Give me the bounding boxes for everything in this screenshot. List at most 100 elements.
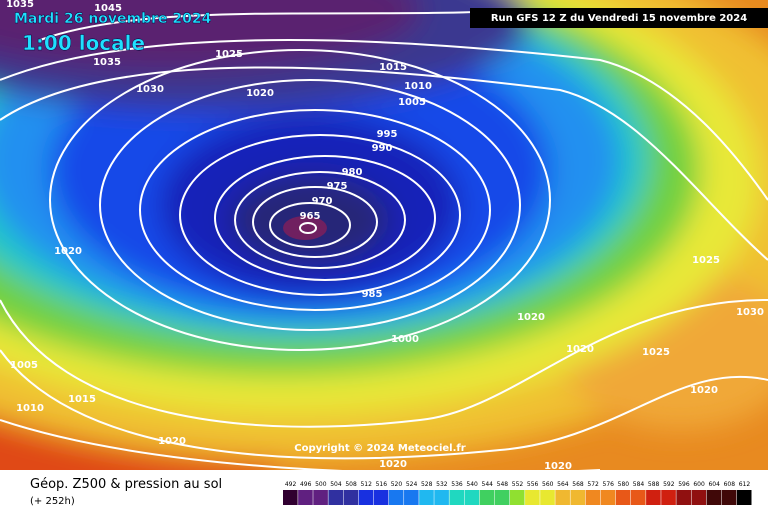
scale-label: 504: [330, 481, 342, 488]
date: Mardi 26 novembre 2024: [14, 11, 212, 27]
scale-label: 520: [391, 481, 403, 488]
isobar-label: 990: [372, 143, 393, 154]
isobar-label: 1020: [690, 385, 718, 396]
isobar-label: 1010: [404, 81, 432, 92]
copyright: Copyright © 2024 Meteociel.fr: [294, 443, 465, 454]
isobar-label: 1045: [94, 3, 122, 14]
scale-cell: [358, 490, 374, 505]
isobar-label: 1005: [10, 360, 38, 371]
scale-label: 548: [497, 481, 509, 488]
scale-cell: [434, 490, 449, 505]
isobar-label: 1020: [158, 436, 186, 447]
scale-label: 564: [557, 481, 569, 488]
scale-cell: [736, 490, 752, 505]
scale-label: 568: [572, 481, 584, 488]
scale-label: 508: [345, 481, 357, 488]
scale-label: 532: [436, 481, 448, 488]
scale-cell: [464, 490, 480, 505]
isobar-label: 980: [342, 167, 363, 178]
run-info: Run GFS 12 Z du Vendredi 15 novembre 202…: [491, 13, 747, 24]
scale-cell: [494, 490, 510, 505]
scale-cell: [388, 490, 404, 505]
scale-cell: [298, 490, 313, 505]
scale-cell: [600, 490, 616, 505]
scale-cell: [555, 490, 570, 505]
scale-cell: [509, 490, 525, 505]
scale-label: 612: [739, 481, 751, 488]
scale-cell: [283, 490, 298, 505]
scale-label: 540: [466, 481, 478, 488]
scale-label: 592: [663, 481, 675, 488]
scale-label: 560: [542, 481, 554, 488]
scale-label: 580: [618, 481, 630, 488]
scale-label: 600: [693, 481, 705, 488]
isobar-label: 1030: [736, 307, 764, 318]
isobar-label: 1025: [215, 49, 243, 60]
scale-label: 524: [406, 481, 418, 488]
scale-cell: [419, 490, 434, 505]
run-box: [470, 8, 768, 28]
scale-cell: [691, 490, 707, 505]
isobar-label: 1025: [642, 347, 670, 358]
scale-cell: [313, 490, 328, 505]
scale-cell: [615, 490, 631, 505]
isobar-label: 1030: [136, 84, 164, 95]
isobar-label: 1035: [93, 57, 121, 68]
isobar-label: 1025: [692, 255, 720, 266]
scale-cell: [540, 490, 555, 505]
isobar-label: 1015: [68, 394, 96, 405]
scale-cell: [661, 490, 676, 505]
isobar-label: 1020: [246, 88, 274, 99]
isobar-label: 1020: [544, 461, 572, 472]
isobar-labels: 1045 1035 1035 1025 1030 1020 1015 1010 1005 995 9…: [6, 0, 764, 472]
scale-cell: [706, 490, 722, 505]
isobar-label: 985: [362, 289, 383, 300]
local-time: 1:00 locale: [22, 31, 145, 55]
scale-cell: [449, 490, 465, 505]
isobar-label: 965: [300, 211, 321, 222]
scale-cell: [343, 490, 359, 505]
scale-cell: [630, 490, 646, 505]
isobar-label: 1015: [379, 62, 407, 73]
isobar-label: 970: [312, 196, 333, 207]
scale-label: 584: [633, 481, 645, 488]
scale-cell: [676, 490, 691, 505]
scale-cell: [479, 490, 495, 505]
scale-label: 516: [376, 481, 388, 488]
scale-cell: [328, 490, 344, 505]
scale-cell: [585, 490, 601, 505]
color-scale: 492 496 500 504 508 512 516 520 524 528 532 536 540 5…: [283, 481, 752, 505]
isobars: [0, 9, 768, 470]
isobar-label: 1000: [391, 334, 419, 345]
scale-label: 608: [724, 481, 736, 488]
scale-label: 576: [603, 481, 615, 488]
scale-label: 544: [482, 481, 494, 488]
isobar-label: 1035: [6, 0, 34, 10]
scale-cell: [646, 490, 661, 505]
scale-label: 500: [315, 481, 327, 488]
isobar-label: 1005: [398, 97, 426, 108]
isobar-label: 1020: [54, 246, 82, 257]
scale-label: 512: [360, 481, 372, 488]
isobar-label: 995: [377, 129, 398, 140]
isobar-label: 1020: [379, 459, 407, 470]
isobar-label: 975: [327, 181, 348, 192]
isobar-label: 1010: [16, 403, 44, 414]
scale-label: 596: [678, 481, 690, 488]
scale-label: 588: [648, 481, 660, 488]
scale-label: 492: [285, 481, 297, 488]
scale-cell: [570, 490, 586, 505]
scale-cell: [721, 490, 737, 505]
scale-cell: [525, 490, 540, 505]
isobar-label: 1020: [517, 312, 545, 323]
scale-cell: [373, 490, 389, 505]
scale-cell: [404, 490, 419, 505]
scale-label: 572: [587, 481, 599, 488]
scale-label: 496: [300, 481, 312, 488]
scale-label: 536: [451, 481, 463, 488]
isobar-label: 1020: [566, 344, 594, 355]
scale-label: 556: [527, 481, 539, 488]
